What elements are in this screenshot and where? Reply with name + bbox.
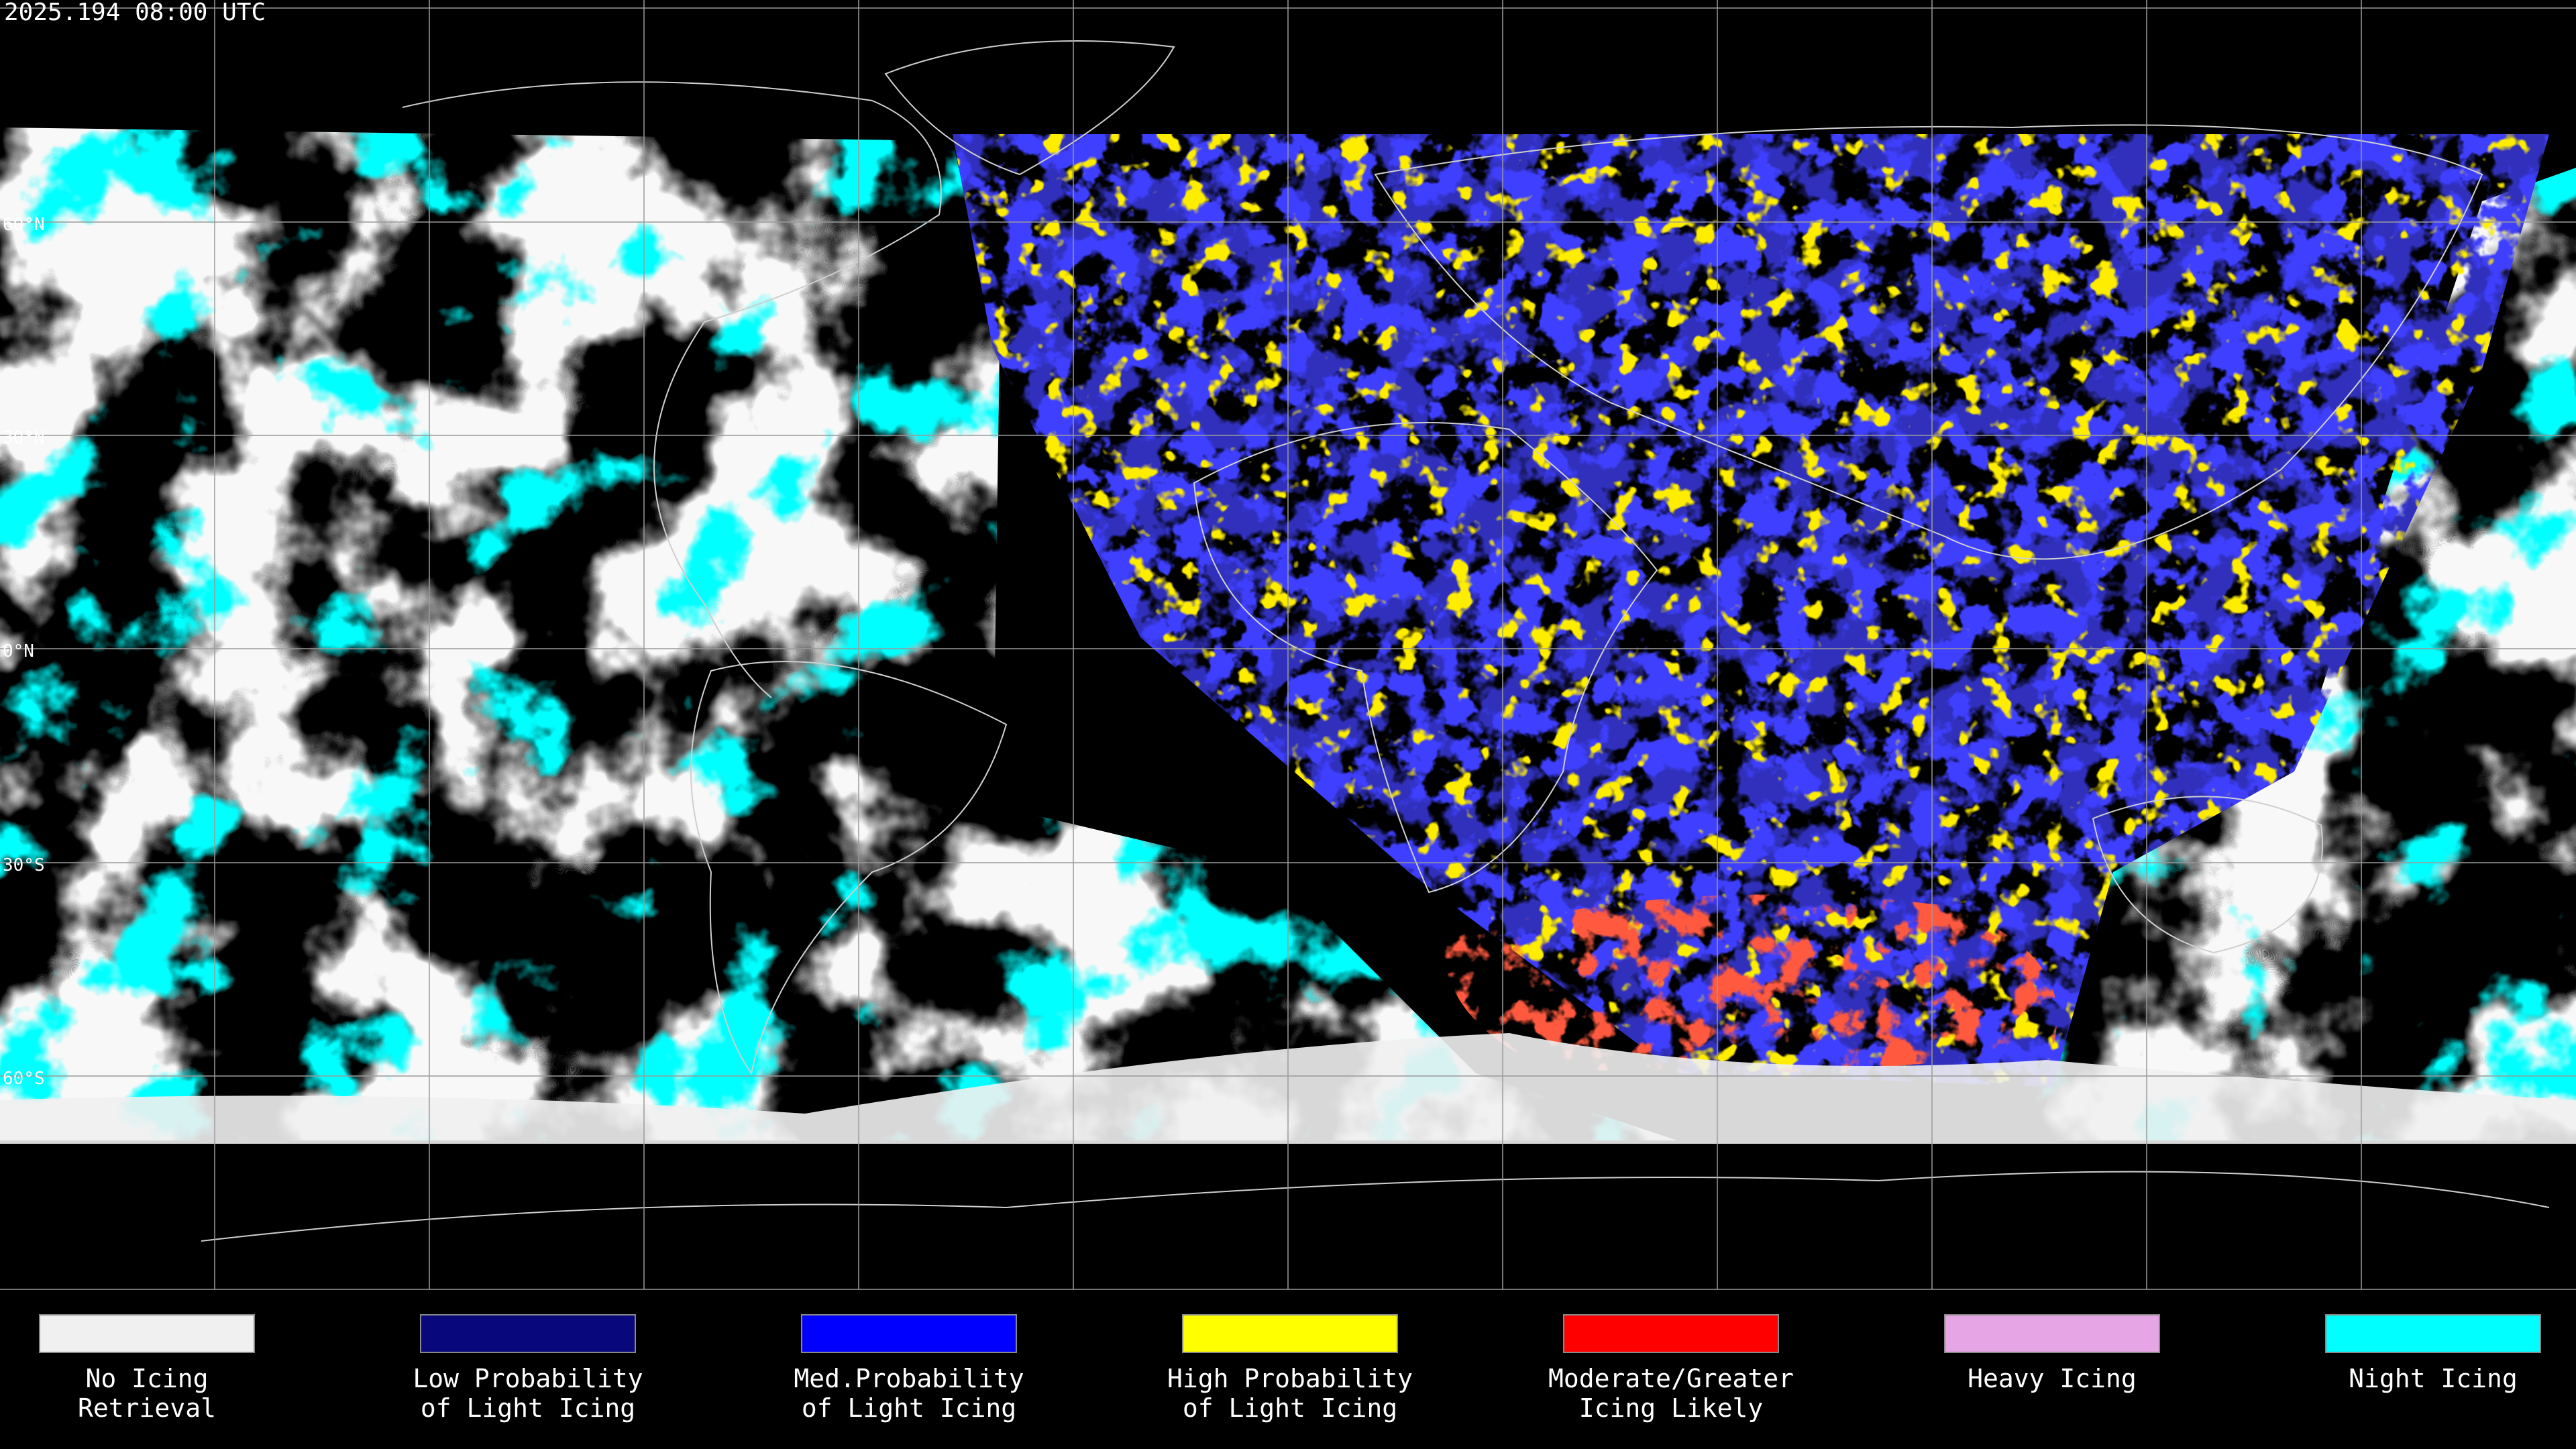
legend-label: of Light Icing bbox=[421, 1393, 635, 1423]
latitude-label: 60°N bbox=[3, 215, 45, 235]
latitude-labels: 60°N 30°N 0°N 30°S 60°S bbox=[3, 215, 45, 1089]
legend-swatch bbox=[1182, 1314, 1398, 1353]
legend-label: of Light Icing bbox=[802, 1393, 1016, 1423]
legend-label: High Probability bbox=[1167, 1364, 1413, 1393]
coast-antarctica bbox=[201, 1171, 2550, 1242]
legend-swatch bbox=[420, 1314, 636, 1353]
legend-swatch bbox=[801, 1314, 1017, 1353]
graticule bbox=[0, 0, 2576, 1290]
legend-swatch bbox=[2325, 1314, 2541, 1353]
legend-label: Night Icing bbox=[2349, 1364, 2518, 1393]
latitude-label: 60°S bbox=[3, 1069, 45, 1089]
coast-australia bbox=[2092, 796, 2323, 954]
coastlines bbox=[201, 40, 2550, 1242]
latitude-label: 0°N bbox=[3, 641, 34, 661]
legend-swatch bbox=[1563, 1314, 1779, 1353]
legend-label: Med.Probability bbox=[794, 1364, 1024, 1393]
legend-swatch bbox=[39, 1314, 255, 1353]
legend-label: of Light Icing bbox=[1183, 1393, 1397, 1423]
timestamp: 2025.194 08:00 UTC bbox=[4, 0, 266, 26]
latitude-label: 30°S bbox=[3, 855, 45, 875]
legend-label: Heavy Icing bbox=[1968, 1364, 2137, 1393]
clouds bbox=[0, 127, 2576, 1144]
coast-greenland bbox=[884, 40, 1175, 176]
coast-eurasia bbox=[1374, 124, 2483, 560]
legend-label: Moderate/Greater bbox=[1548, 1364, 1794, 1393]
coast-south-america bbox=[690, 661, 1008, 1075]
legend-label: Icing Likely bbox=[1579, 1393, 1764, 1423]
coast-north-america bbox=[402, 81, 942, 698]
legend-swatch bbox=[1944, 1314, 2160, 1353]
legend-label: No Icing bbox=[85, 1364, 208, 1393]
coast-africa bbox=[1193, 422, 1658, 894]
legend-label: Retrieval bbox=[78, 1393, 216, 1423]
legend-label: Low Probability bbox=[413, 1364, 643, 1393]
latitude-label: 30°N bbox=[3, 428, 45, 448]
